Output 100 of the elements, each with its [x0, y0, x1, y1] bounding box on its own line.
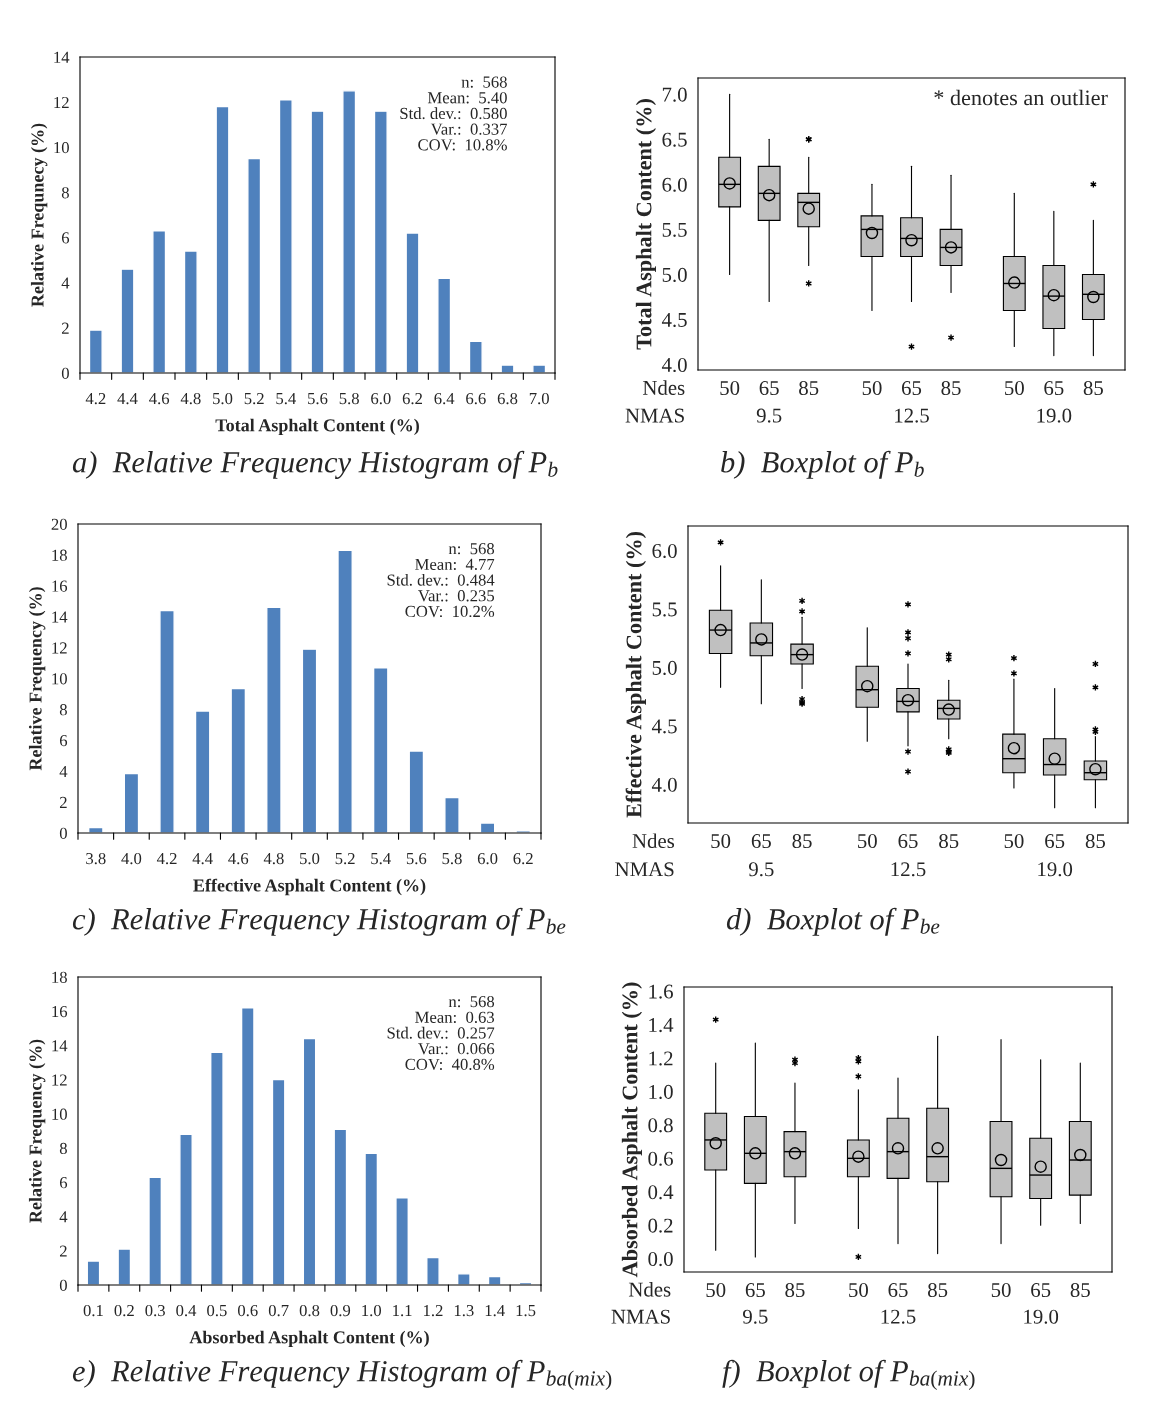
bar — [123, 772, 140, 833]
x-tick-label: 6.2 — [402, 392, 422, 405]
bar — [240, 1007, 255, 1285]
text: 9.5 — [756, 408, 782, 423]
y-tick-label: 4 — [59, 1211, 68, 1223]
y-tick-label: 14 — [52, 1040, 68, 1052]
x-tick-label: 65 — [901, 381, 922, 396]
x-axis-title: Absorbed Asphalt Content (%) — [189, 1330, 429, 1348]
bar — [310, 110, 325, 373]
bar — [179, 1133, 193, 1285]
bar — [247, 157, 262, 373]
y-tick-label: 6.0 — [662, 177, 687, 192]
text: 19.0 — [1024, 1309, 1059, 1324]
x-tick-label: 85 — [792, 834, 812, 849]
x-tick-label: 0.8 — [299, 1304, 320, 1317]
x-tick-label: 50 — [991, 1283, 1011, 1298]
y-tick-label: 6.5 — [662, 132, 687, 147]
bar — [405, 232, 420, 373]
annotation: n: 568 — [461, 76, 507, 88]
y-tick-label: 8 — [59, 704, 67, 716]
annotation: Var.: 0.066 — [418, 1043, 495, 1055]
y-tick-label: 0.8 — [648, 1118, 673, 1133]
y-tick-label: 2 — [61, 322, 69, 334]
bar — [373, 110, 388, 373]
annotation: Std. dev.: 0.484 — [387, 573, 495, 586]
y-tick-label: 6 — [61, 232, 70, 244]
y-tick-label: 10 — [54, 141, 69, 154]
x-tick-label: 5.2 — [244, 392, 264, 405]
x-tick-label: 7.0 — [529, 392, 549, 405]
x-tick-label: 4.6 — [228, 852, 249, 865]
x-tick-label: 50 — [1005, 381, 1024, 396]
bar — [215, 105, 230, 373]
y-tick-label: 4.5 — [651, 719, 677, 734]
x-tick-label: 65 — [1044, 381, 1064, 396]
x-tick-label: 5.8 — [339, 392, 359, 405]
x-tick-label: 50 — [711, 834, 731, 849]
x-tick-label: 50 — [720, 381, 740, 396]
x-tick-label: 4.8 — [180, 392, 201, 405]
y-tick-label: 5.0 — [662, 267, 687, 282]
x-tick-label: 1.4 — [485, 1305, 505, 1317]
y-tick-label: 4 — [61, 277, 70, 289]
y-tick-label: 0.6 — [648, 1151, 673, 1166]
text: c) Relative Frequency Histogram of P$_{be}$ — [72, 907, 566, 936]
x-tick-label: 3.8 — [86, 852, 106, 865]
x-tick-label: 1.1 — [393, 1305, 412, 1317]
bar — [479, 822, 496, 833]
x-axis-title: Ndes — [632, 833, 675, 849]
x-tick-label: 85 — [1083, 381, 1103, 396]
annotation: Std. dev.: 0.257 — [387, 1026, 495, 1039]
y-tick-label: 5.0 — [652, 660, 677, 676]
y-tick-label: 10 — [52, 1108, 67, 1120]
x-tick-label: 50 — [1004, 834, 1024, 849]
x-axis-title: Total Asphalt Content (%) — [215, 418, 419, 436]
y-tick-label: 4.5 — [661, 313, 687, 328]
y-tick-label: 14 — [52, 611, 68, 623]
annotation: Mean: 4.77 — [415, 558, 495, 571]
text: NMAS — [611, 1309, 670, 1324]
y-tick-label: 6 — [59, 735, 68, 747]
annotation: * denotes an outlier — [934, 89, 1108, 106]
bar — [86, 1260, 101, 1285]
x-tick-label: 6.4 — [434, 392, 455, 405]
annotation: Var.: 0.235 — [418, 590, 495, 602]
bar — [159, 609, 175, 833]
x-tick-label: 0.3 — [145, 1304, 165, 1317]
x-axis-title: Effective Asphalt Content (%) — [193, 878, 426, 896]
bar — [117, 1248, 132, 1285]
bar — [88, 329, 103, 373]
y-tick-label: 16 — [52, 580, 68, 592]
bar — [333, 1128, 348, 1285]
bar — [271, 1078, 286, 1285]
x-tick-label: 85 — [928, 1283, 948, 1298]
x-tick-label: 50 — [862, 381, 882, 396]
x-tick-label: 65 — [1031, 1283, 1051, 1298]
bar — [210, 1051, 224, 1285]
x-tick-label: 5.4 — [371, 853, 391, 865]
y-tick-label: 0 — [59, 827, 67, 839]
x-tick-label: 4.4 — [117, 393, 138, 405]
y-tick-label: 6.0 — [652, 543, 677, 559]
x-tick-label: 4.0 — [121, 852, 142, 865]
x-tick-label: 1.2 — [424, 1304, 443, 1317]
bar — [437, 277, 452, 373]
annotation: COV: 10.8% — [418, 139, 507, 151]
x-tick-label: 5.0 — [300, 852, 320, 865]
annotation: Std. dev.: 0.580 — [400, 107, 507, 120]
y-tick-label: 2 — [59, 796, 67, 808]
x-tick-label: 85 — [785, 1283, 805, 1298]
bar — [500, 364, 515, 373]
y-tick-label: 12 — [52, 642, 67, 654]
bar — [426, 1256, 440, 1285]
text: NMAS — [615, 862, 674, 877]
x-tick-label: 4.4 — [192, 853, 213, 865]
y-tick-label: 4.0 — [661, 357, 687, 373]
annotation: Var.: 0.337 — [430, 123, 508, 135]
x-tick-label: 65 — [888, 1283, 908, 1298]
text: 12.5 — [895, 408, 929, 423]
bar — [372, 666, 389, 833]
text: NMAS — [625, 408, 684, 423]
bar — [364, 1152, 379, 1285]
y-tick-label: 12 — [52, 1074, 67, 1086]
y-axis-title: Relative Frequnecy (%) — [30, 123, 48, 307]
